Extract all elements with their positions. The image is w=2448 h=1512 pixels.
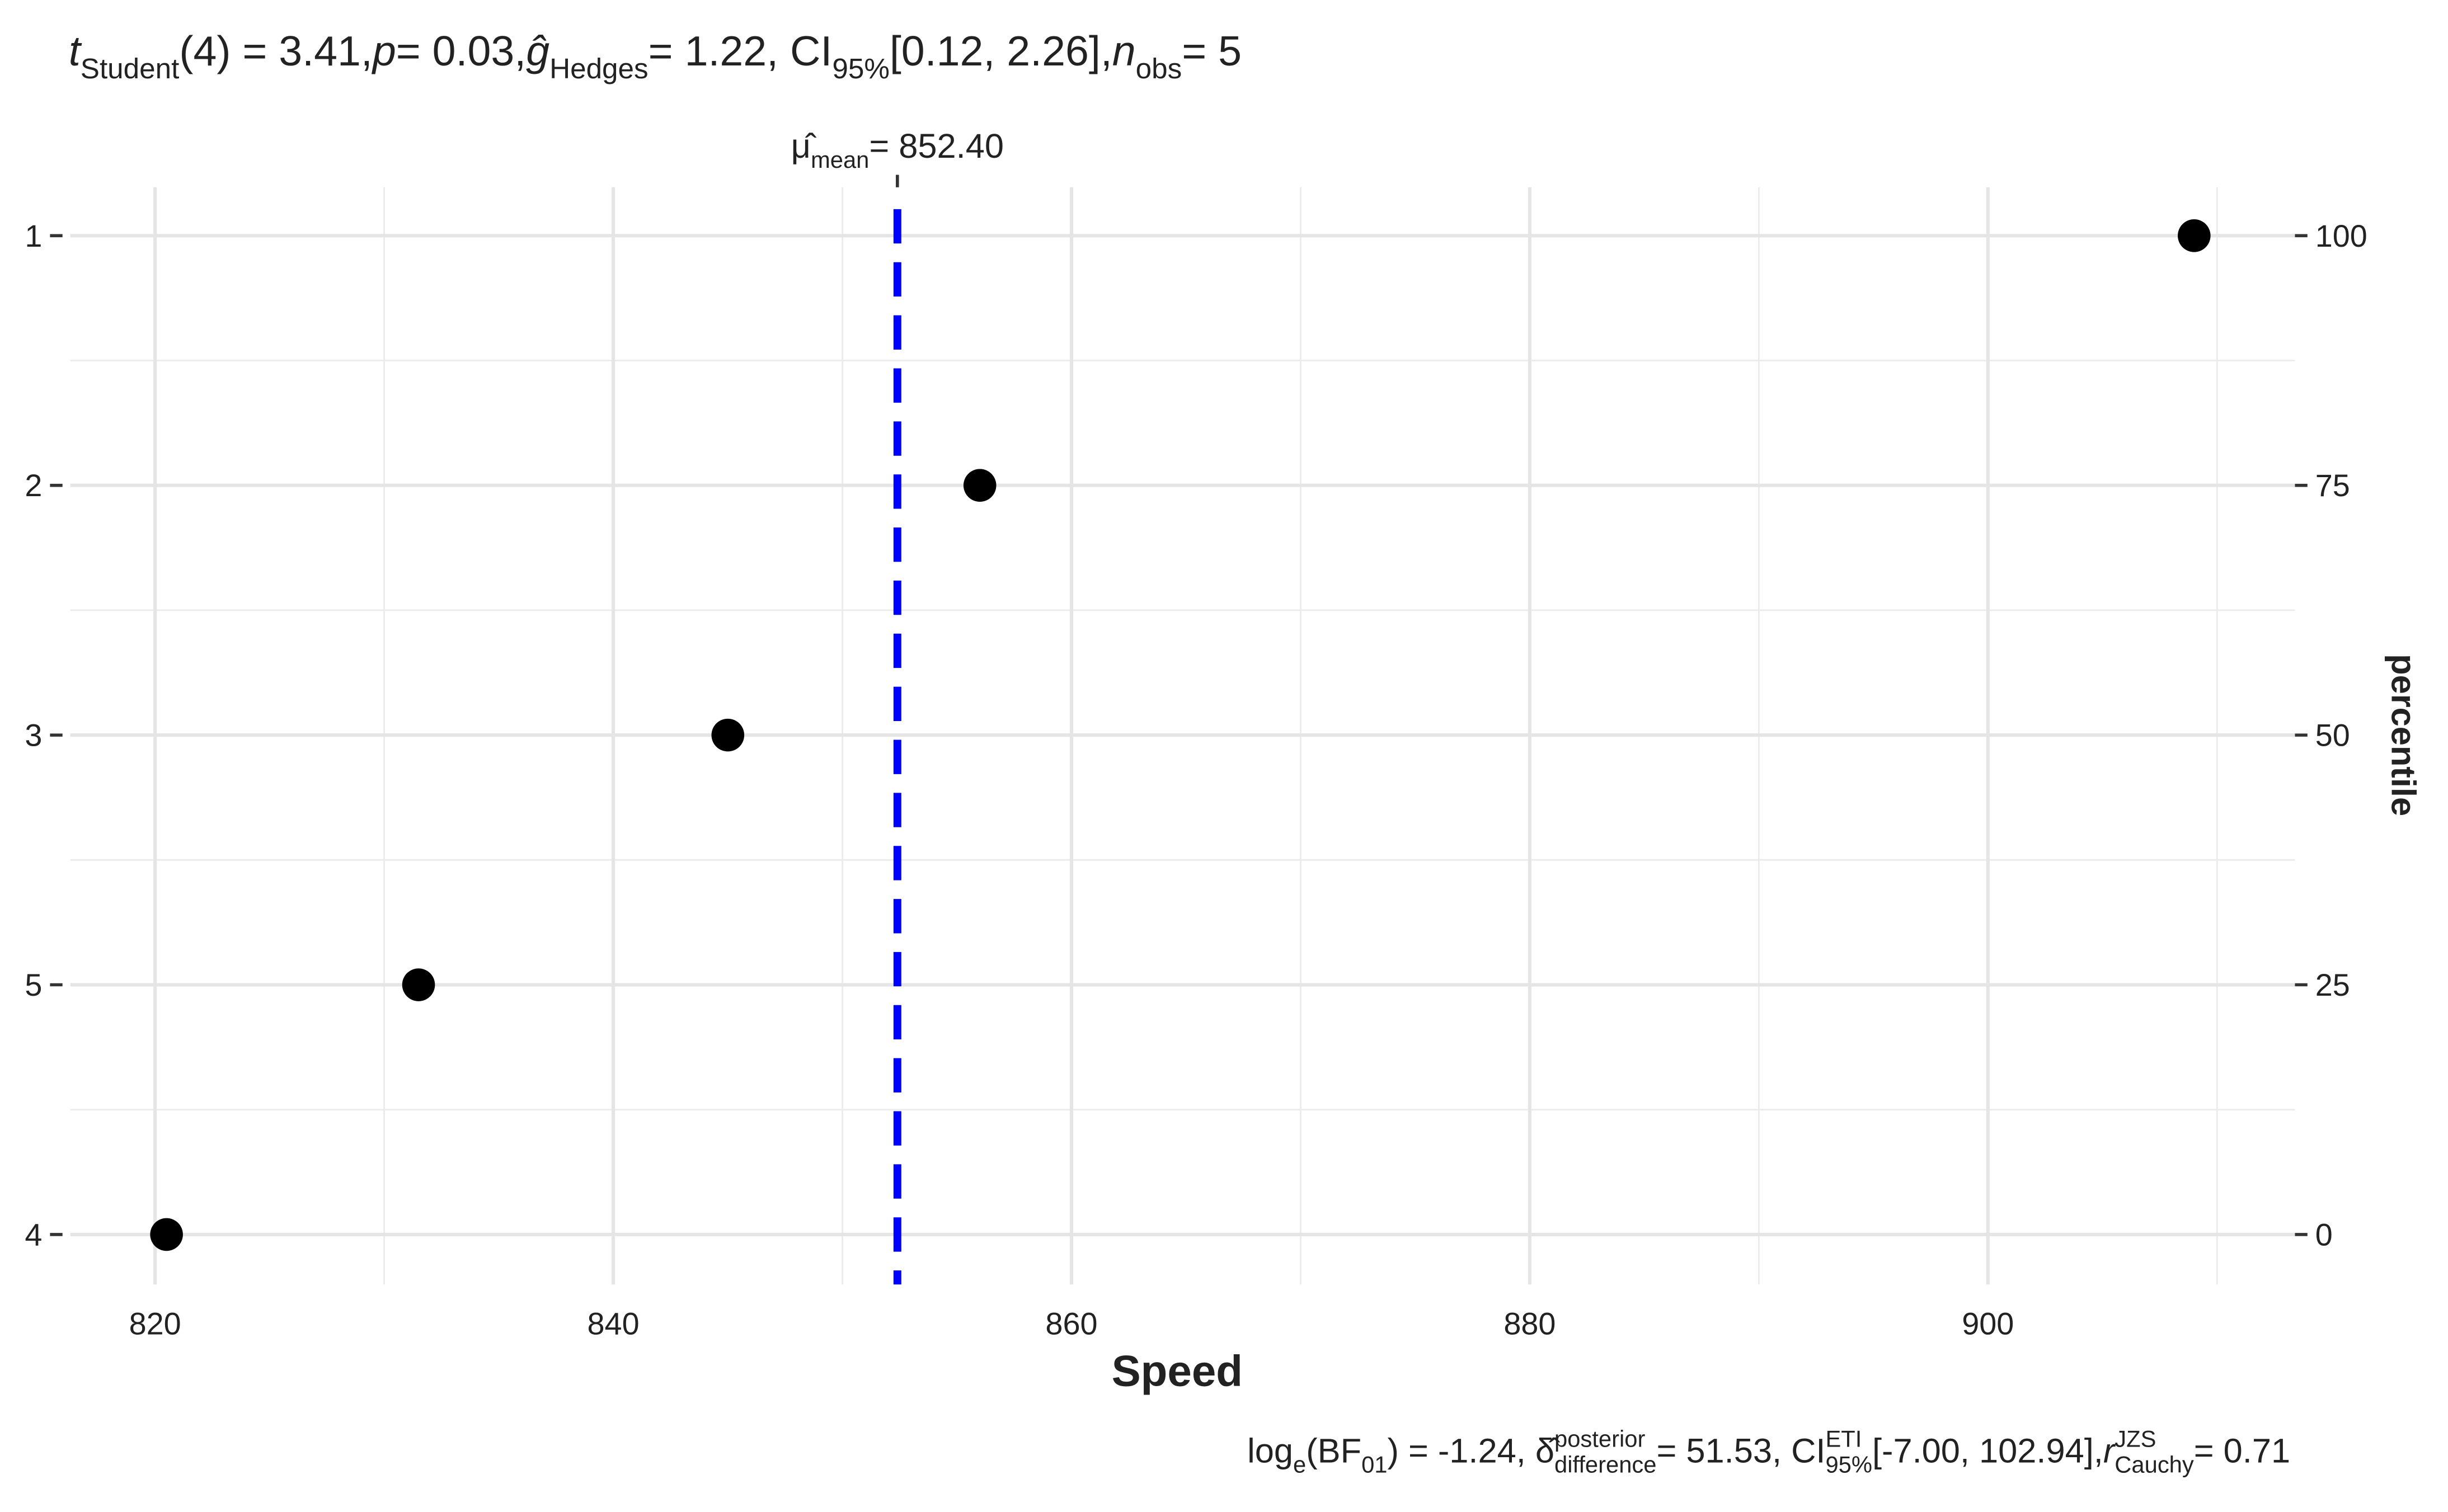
point xyxy=(150,1218,183,1251)
x-tick-label: 860 xyxy=(1045,1306,1097,1341)
y-tick-label: 2 xyxy=(25,468,42,503)
y-tick-label: 4 xyxy=(25,1217,42,1252)
chart-title-part: Student xyxy=(81,53,180,84)
x-tick-label: 880 xyxy=(1503,1306,1556,1341)
y2-axis-title: percentile xyxy=(2384,654,2422,816)
chart-caption-part: [-7.00, 102.94], xyxy=(1872,1431,2103,1470)
y-tick-label: 3 xyxy=(25,718,42,753)
chart-caption: log e (BF 01) = -1.24, δ̂ posteriordifferenc… xyxy=(1247,1426,2290,1478)
y2-tick-label: 25 xyxy=(2315,967,2350,1002)
chart-title-part: n xyxy=(1112,27,1136,74)
chart-caption-part: posterior xyxy=(1554,1426,1645,1452)
chart-title-part: t xyxy=(69,27,82,74)
y-tick-label: 1 xyxy=(25,218,42,253)
mean-label-part: mean xyxy=(811,147,869,173)
x-tick-label: 840 xyxy=(588,1306,640,1341)
chart-caption-part: (BF xyxy=(1306,1431,1361,1470)
point xyxy=(402,968,435,1001)
y-tick-label: 5 xyxy=(25,967,42,1002)
chart-caption-part: JZS xyxy=(2115,1426,2156,1452)
chart-caption-part: log xyxy=(1247,1431,1293,1470)
chart-title-part: obs xyxy=(1136,53,1182,84)
chart-title-part: = 5 xyxy=(1182,27,1242,74)
chart-caption-part: e xyxy=(1293,1452,1306,1478)
y2-tick-label: 0 xyxy=(2315,1217,2333,1252)
y2-tick-label: 75 xyxy=(2315,468,2350,503)
chart-title: t Student (4) = 3.41, p = 0.03, ĝ Hedges = … xyxy=(69,27,1242,84)
chart-title-part: = 0.03, xyxy=(396,27,526,74)
chart-caption-part: ) = -1.24, δ̂ xyxy=(1387,1431,1560,1470)
chart-title-part: 95% xyxy=(832,53,890,84)
chart-title-part: [0.12, 2.26], xyxy=(890,27,1112,74)
chart-title-part: ĝ xyxy=(526,27,549,74)
x-tick-label: 900 xyxy=(1962,1306,2014,1341)
mean-label: μ̂ mean = 852.40 xyxy=(791,127,1004,173)
y2-tick-label: 100 xyxy=(2315,218,2367,253)
x-tick-label: 820 xyxy=(129,1306,181,1341)
point xyxy=(963,469,997,502)
chart-title-part: = 1.22, CI xyxy=(649,27,833,74)
point xyxy=(711,718,745,752)
chart-caption-part: = 0.71 xyxy=(2194,1431,2290,1470)
chart-caption-part: 95% xyxy=(1825,1452,1872,1478)
mean-label-part: = 852.40 xyxy=(869,127,1004,166)
chart-caption-part: = 51.53, CI xyxy=(1656,1431,1825,1470)
point xyxy=(2178,219,2211,252)
chart-title-part: p xyxy=(372,27,396,74)
x-axis-title: Speed xyxy=(1112,1346,1243,1396)
chart-caption-part: ETI xyxy=(1825,1426,1862,1452)
chart-caption-part: 01 xyxy=(1361,1452,1387,1478)
chart-caption-part: difference xyxy=(1554,1452,1656,1478)
chart-title-part: Hedges xyxy=(549,53,649,84)
chart-title-part: (4) = 3.41, xyxy=(179,27,372,74)
y2-tick-label: 50 xyxy=(2315,718,2350,753)
chart-caption-part: Cauchy xyxy=(2115,1452,2194,1478)
chart-caption-part: r xyxy=(2103,1431,2116,1470)
